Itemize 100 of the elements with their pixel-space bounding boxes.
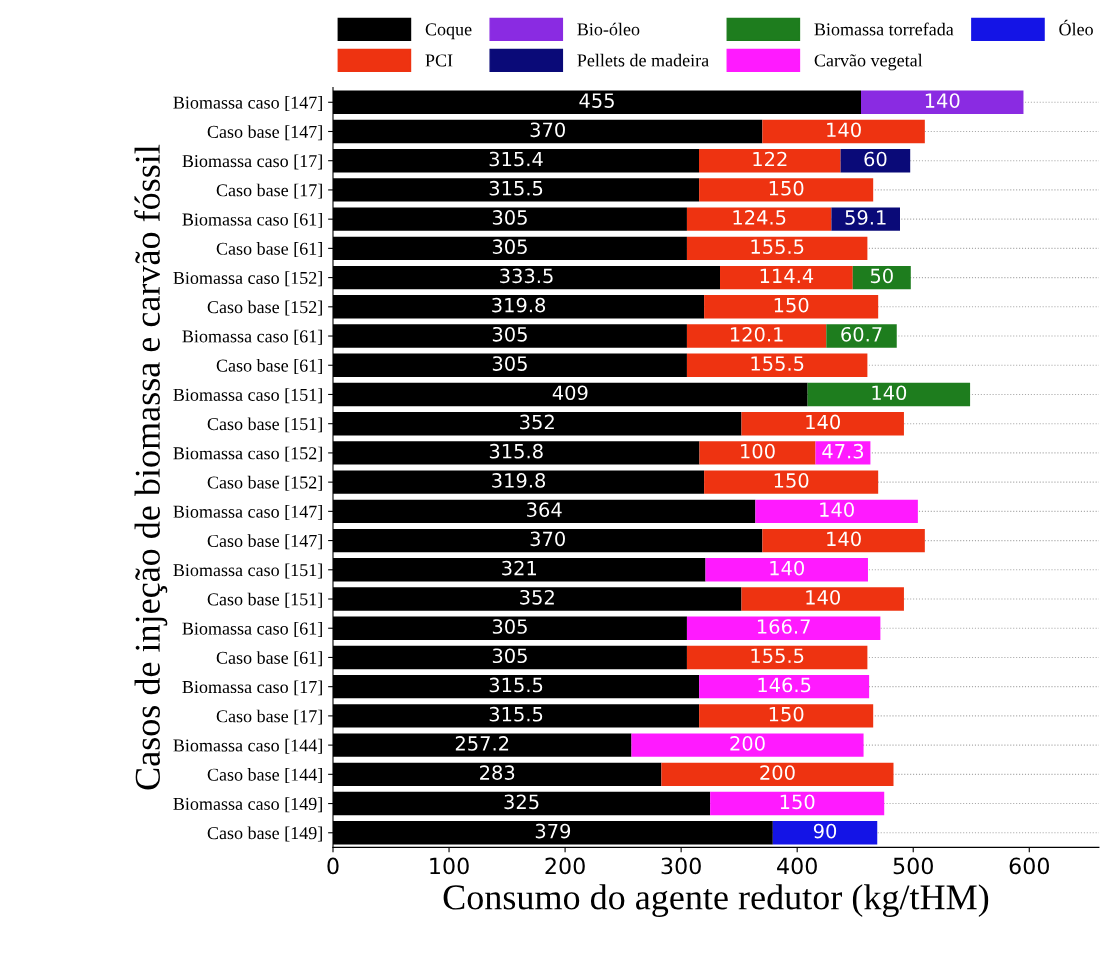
data-label: 114.4	[760, 268, 814, 283]
data-label: 315.8	[489, 443, 543, 459]
y-tick-label: Caso base [61]	[216, 242, 322, 258]
data-label: 150	[774, 297, 809, 313]
y-tick-label: Biomassa caso [61]	[182, 329, 322, 345]
data-label: 47.3	[822, 443, 864, 459]
y-tick-label: Biomassa caso [147]	[173, 96, 322, 111]
y-tick-label: Biomassa caso [151]	[173, 388, 322, 404]
bar	[755, 499, 918, 524]
bar	[704, 295, 879, 319]
data-label: 60.7	[841, 326, 882, 342]
data-label: 305	[492, 356, 527, 371]
bar	[807, 382, 971, 407]
data-label: 150	[769, 706, 804, 722]
data-label: 166.7	[757, 619, 810, 634]
bar	[699, 674, 870, 699]
bar	[686, 645, 868, 670]
data-label: 140	[827, 122, 861, 138]
data-label: 140	[925, 93, 960, 108]
legend-label: Biomassa torrefada	[814, 22, 954, 36]
bar	[720, 265, 853, 290]
bar	[826, 324, 897, 348]
bar	[840, 149, 911, 173]
bar	[631, 733, 864, 757]
data-label: 140	[806, 589, 840, 605]
legend-label: Pellets de madeira	[577, 53, 709, 67]
legend-label: PCI	[425, 54, 453, 67]
legend-label: Óleo	[1059, 19, 1093, 36]
bar	[704, 470, 879, 494]
x-tick-label: 200	[545, 857, 585, 875]
data-label: 409	[552, 385, 588, 401]
data-label: 319.8	[492, 297, 546, 313]
data-label: 146.5	[758, 677, 811, 693]
data-label: 305	[492, 619, 527, 634]
y-tick-label: Caso base [149]	[207, 826, 322, 842]
bar	[699, 441, 816, 465]
data-label: 140	[820, 502, 854, 517]
bar	[686, 353, 868, 377]
data-label: 370	[530, 122, 565, 138]
bar	[710, 791, 885, 816]
bar	[699, 149, 841, 173]
y-tick-label: Biomassa caso [17]	[182, 154, 322, 170]
data-label: 283	[480, 765, 515, 780]
bar	[831, 207, 900, 231]
bar	[772, 821, 878, 845]
data-label: 305	[492, 326, 527, 342]
y-tick-label: Biomassa caso [152]	[173, 271, 322, 287]
bar	[661, 762, 894, 787]
y-tick-label: Caso base [17]	[216, 709, 322, 725]
data-label: 321	[502, 560, 537, 576]
legend-label: Coque	[425, 23, 472, 40]
x-tick-label: 0	[327, 857, 339, 875]
data-label: 325	[504, 794, 539, 810]
data-label: 315.5	[489, 677, 543, 693]
y-tick-label: Caso base [61]	[216, 358, 322, 374]
data-label: 352	[520, 414, 554, 430]
bar	[699, 704, 874, 728]
x-tick-label: 100	[430, 857, 469, 875]
data-label: 59.1	[845, 210, 886, 225]
y-tick-label: Caso base [151]	[207, 417, 322, 433]
y-tick-label: Biomassa caso [147]	[173, 505, 322, 521]
data-label: 333.5	[500, 268, 553, 284]
data-label: 122	[753, 151, 787, 167]
legend-label: Bio-óleo	[577, 22, 640, 36]
data-label: 140	[770, 560, 804, 576]
data-label: 370	[530, 531, 565, 547]
data-label: 140	[872, 385, 907, 401]
data-label: 455	[579, 93, 614, 108]
data-label: 150	[780, 794, 815, 810]
legend-label: Carvão vegetal	[814, 53, 923, 71]
bar	[861, 90, 1024, 114]
data-label: 379	[535, 823, 571, 839]
data-label: 305	[492, 648, 527, 664]
data-label: 90	[813, 823, 837, 839]
data-label: 140	[806, 414, 840, 430]
bar	[762, 119, 925, 144]
y-tick-label: Caso base [61]	[216, 651, 322, 667]
y-tick-label: Biomassa caso [61]	[182, 621, 322, 637]
data-label: 155.5	[751, 648, 804, 664]
bar	[705, 558, 868, 582]
y-tick-label: Biomassa caso [149]	[173, 797, 322, 813]
bar	[686, 207, 832, 231]
y-tick-label: Biomassa caso [152]	[173, 446, 322, 462]
y-tick-label: Caso base [152]	[207, 300, 322, 316]
y-tick-label: Biomassa caso [61]	[182, 212, 322, 228]
data-label: 60	[864, 151, 887, 167]
data-label: 315.4	[489, 151, 543, 167]
y-tick-label: Biomassa caso [151]	[173, 563, 322, 579]
bar	[762, 528, 925, 553]
data-label: 200	[760, 765, 795, 780]
y-tick-label: Caso base [147]	[207, 534, 322, 550]
data-label: 319.8	[492, 473, 546, 488]
data-label: 305	[492, 239, 527, 255]
data-label: 140	[827, 531, 861, 547]
x-tick-label: 400	[777, 857, 817, 875]
x-tick-label: 600	[1009, 857, 1049, 875]
data-label: 352	[520, 589, 554, 605]
y-tick-label: Caso base [144]	[207, 768, 322, 784]
y-tick-label: Caso base [147]	[207, 125, 322, 141]
y-tick-label: Caso base [151]	[207, 592, 322, 608]
